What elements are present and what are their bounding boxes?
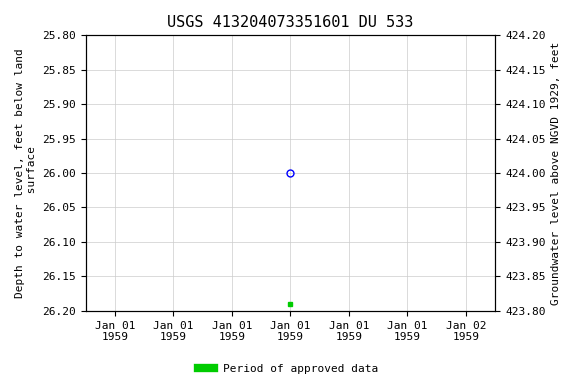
- Y-axis label: Groundwater level above NGVD 1929, feet: Groundwater level above NGVD 1929, feet: [551, 41, 561, 305]
- Legend: Period of approved data: Period of approved data: [193, 359, 383, 379]
- Y-axis label: Depth to water level, feet below land
 surface: Depth to water level, feet below land su…: [15, 48, 37, 298]
- Title: USGS 413204073351601 DU 533: USGS 413204073351601 DU 533: [167, 15, 414, 30]
